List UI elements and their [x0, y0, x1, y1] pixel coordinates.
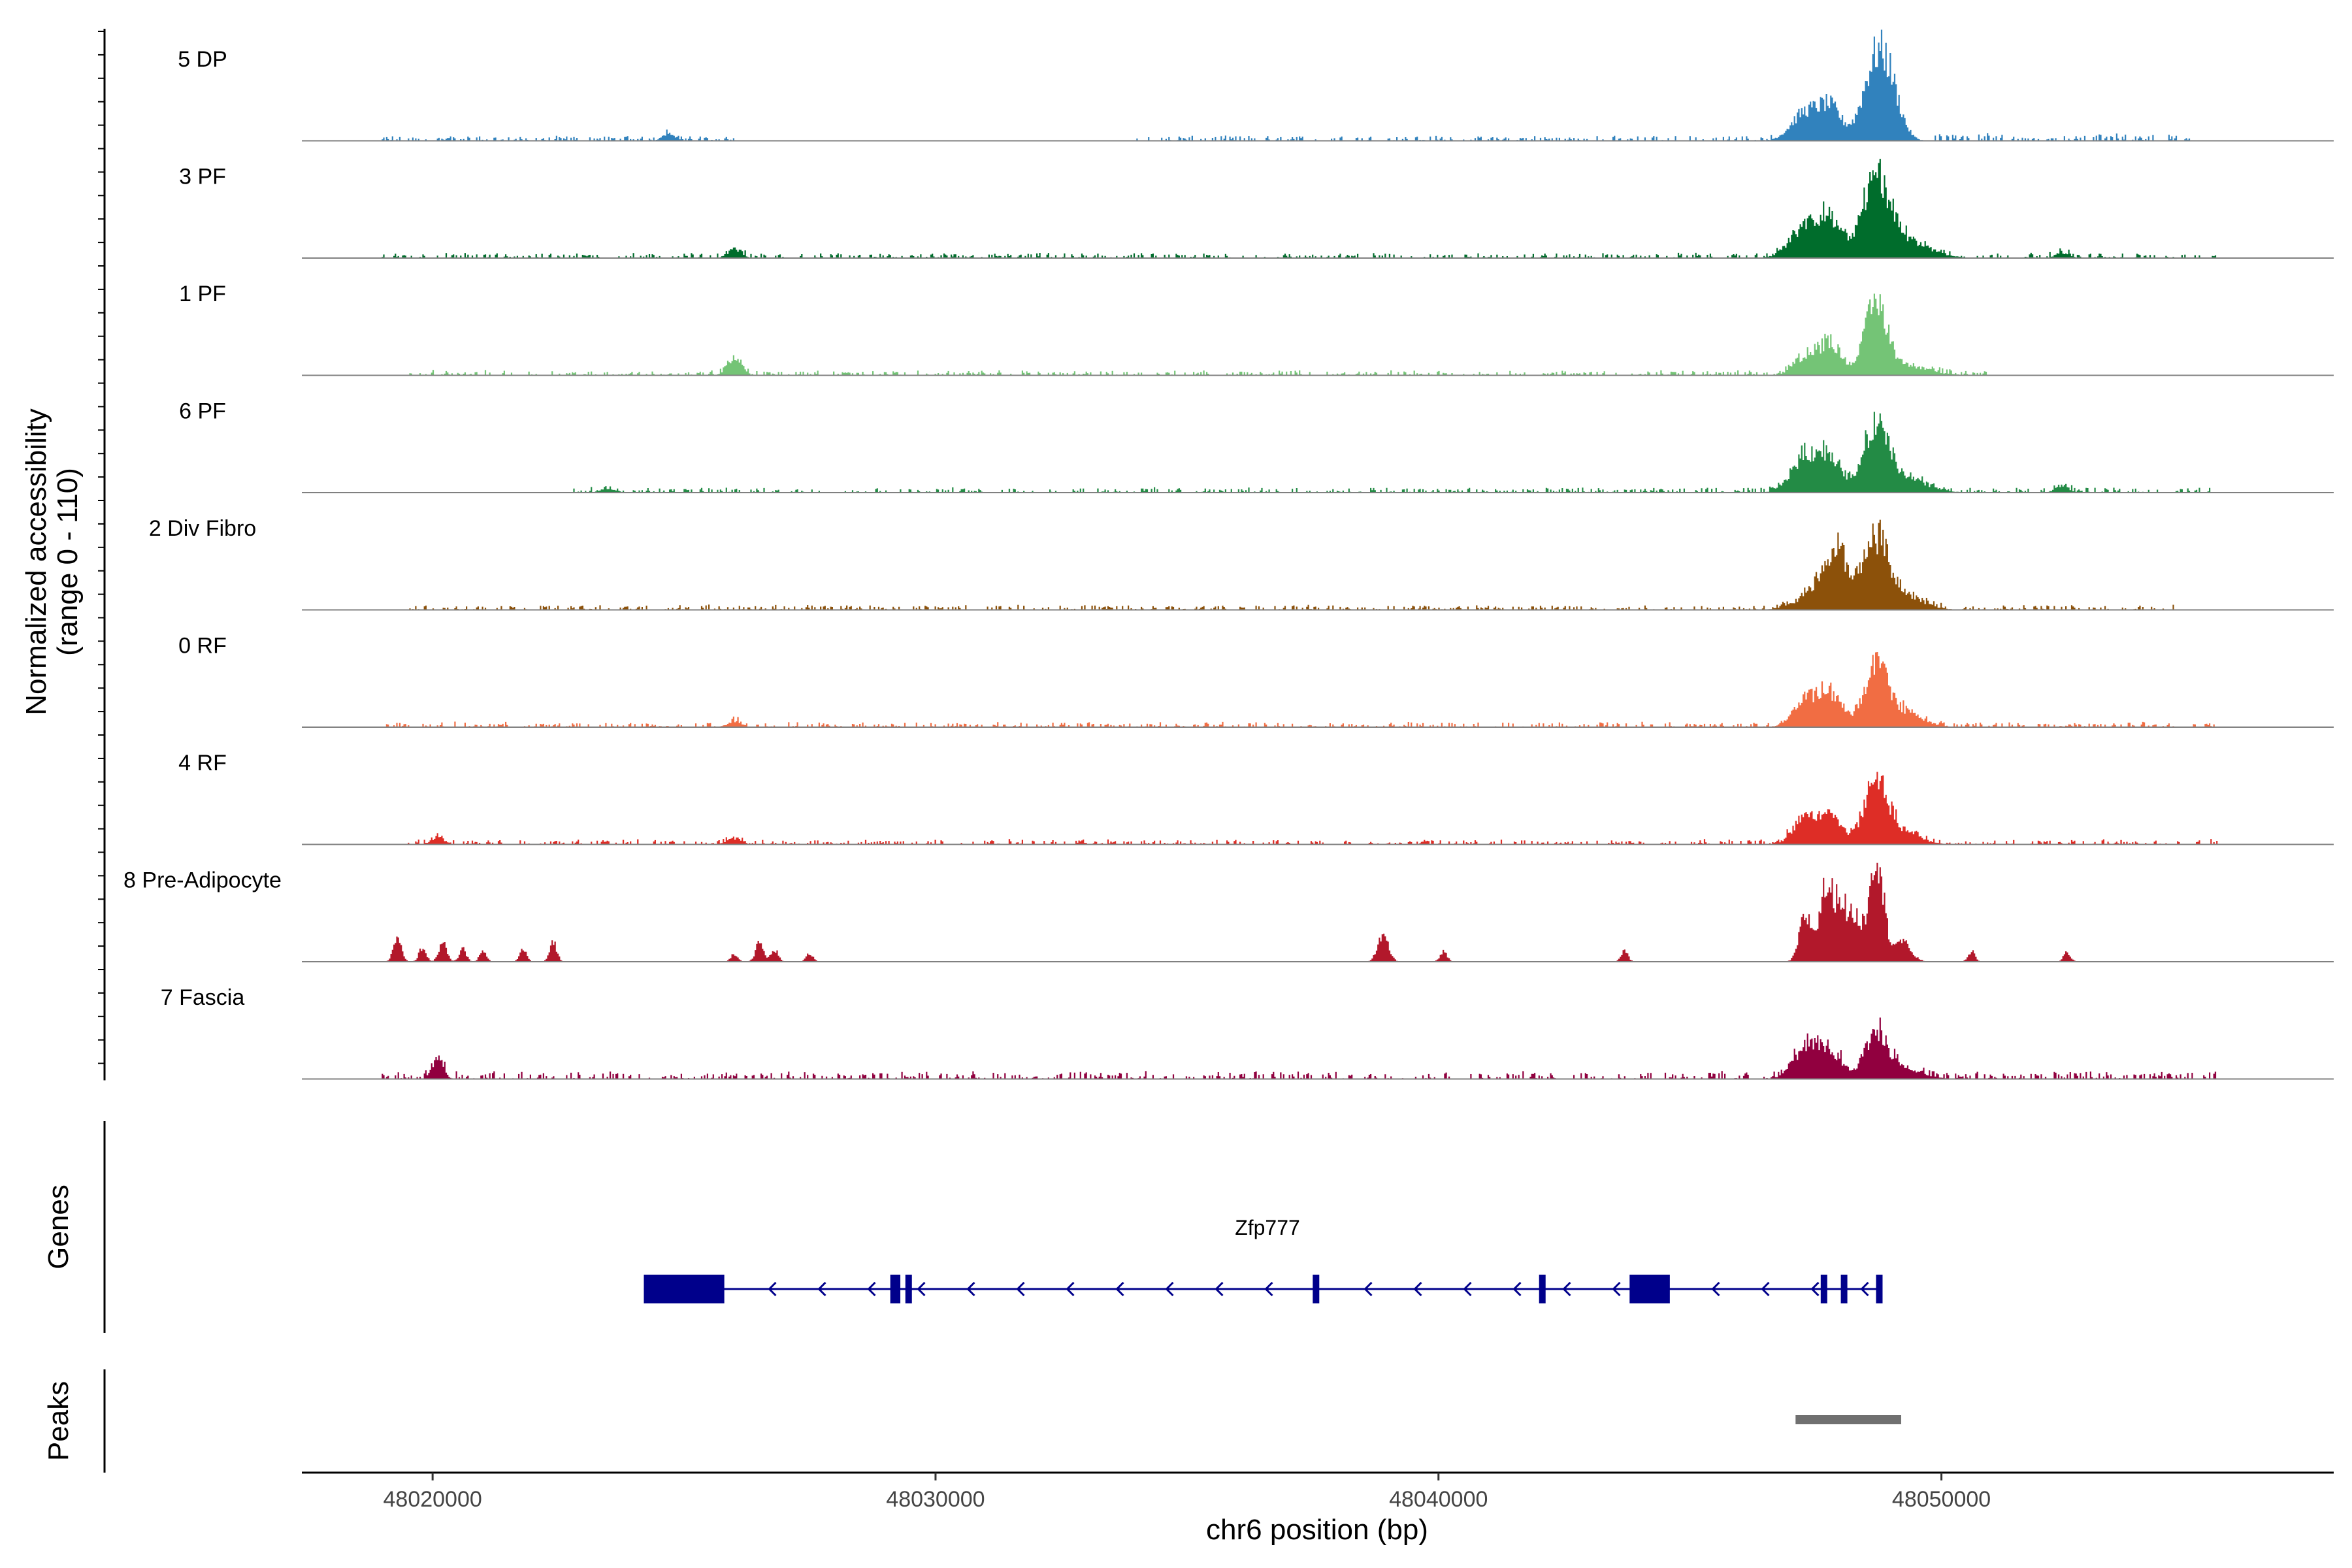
coverage-track: 1 PF: [179, 282, 2334, 376]
exon: [890, 1275, 901, 1303]
strand-arrow: [1711, 1281, 1720, 1297]
y-axis-title-line1: Normalized accessibility: [20, 408, 52, 715]
exon: [1539, 1275, 1546, 1303]
coverage-track: 3 PF: [179, 159, 2334, 259]
strand-arrow: [1016, 1281, 1025, 1297]
coverage-track: 2 Div Fibro: [149, 516, 2334, 611]
strand-arrow: [1860, 1281, 1869, 1297]
exon: [1629, 1275, 1670, 1303]
exon: [644, 1275, 725, 1303]
exon: [1820, 1275, 1827, 1303]
strand-arrow: [1215, 1281, 1224, 1297]
track-label: 8 Pre-Adipocyte: [123, 868, 282, 893]
coverage-area: [302, 862, 2334, 962]
strand-arrow: [768, 1281, 777, 1297]
track-label: 7 Fascia: [161, 985, 245, 1010]
strand-arrow: [1463, 1281, 1472, 1297]
coverage-area: [302, 1017, 2334, 1079]
peak-region: [1795, 1415, 1901, 1424]
track-label: 3 PF: [179, 165, 226, 189]
gene-label: Zfp777: [1235, 1216, 1300, 1239]
exon: [1840, 1275, 1848, 1303]
strand-arrow: [1364, 1281, 1373, 1297]
y-axis-title-line2: (range 0 - 110): [52, 468, 84, 656]
strand-arrow: [1810, 1281, 1820, 1297]
coverage-track: 5 DP: [178, 29, 2334, 142]
coverage-area: [302, 412, 2334, 493]
peaks-axis-title: Peaks: [42, 1381, 74, 1461]
strand-arrow: [1413, 1281, 1422, 1297]
coverage-area: [302, 29, 2334, 141]
x-tick-label: 48040000: [1389, 1487, 1488, 1512]
track-label: 1 PF: [179, 282, 226, 306]
strand-arrow: [1612, 1281, 1621, 1297]
strand-arrow: [1761, 1281, 1770, 1297]
track-label: 0 RF: [178, 634, 227, 659]
strand-arrow: [1115, 1281, 1124, 1297]
exon: [905, 1275, 912, 1303]
strand-arrow: [1562, 1281, 1571, 1297]
coverage-track: 7 Fascia: [161, 985, 2334, 1080]
track-label: 4 RF: [178, 751, 227, 776]
coverage-area: [302, 159, 2334, 258]
x-axis-title: chr6 position (bp): [1206, 1514, 1428, 1546]
x-tick-label: 48050000: [1892, 1487, 1991, 1512]
exon: [1876, 1275, 1883, 1303]
coverage-area: [302, 519, 2334, 610]
track-label: 6 PF: [179, 399, 226, 424]
strand-arrow: [817, 1281, 826, 1297]
coverage-tracks: 5 DP 3 PF 1 PF 6 PF 2 Div Fibro 0 RF 4 RF 8 Pre…: [98, 29, 2334, 1081]
peaks-track: Peaks: [42, 1369, 1901, 1473]
coverage-track: 6 PF: [179, 399, 2334, 493]
strand-arrow: [917, 1281, 926, 1297]
strand-arrow: [966, 1281, 975, 1297]
strand-arrow: [1512, 1281, 1522, 1297]
genes-track: Genes Zfp777: [42, 1121, 1883, 1333]
x-tick-label: 48020000: [384, 1487, 482, 1512]
exon: [1313, 1275, 1320, 1303]
track-label: 5 DP: [178, 47, 227, 72]
strand-arrow: [867, 1281, 876, 1297]
track-label: 2 Div Fibro: [149, 516, 256, 541]
strand-arrow: [1165, 1281, 1174, 1297]
coverage-track: 8 Pre-Adipocyte: [123, 862, 2334, 962]
coverage-track: 0 RF: [178, 634, 2334, 728]
coverage-area: [302, 293, 2334, 376]
strand-arrow: [1264, 1281, 1273, 1297]
coverage-area: [302, 652, 2334, 727]
x-axis: 48020000 48030000 48040000 48050000: [302, 1471, 2334, 1512]
x-tick-label: 48030000: [886, 1487, 985, 1512]
strand-arrow: [1066, 1281, 1075, 1297]
genes-axis-title: Genes: [42, 1184, 74, 1269]
coverage-area: [302, 772, 2334, 845]
coverage-track: 4 RF: [178, 751, 2334, 845]
